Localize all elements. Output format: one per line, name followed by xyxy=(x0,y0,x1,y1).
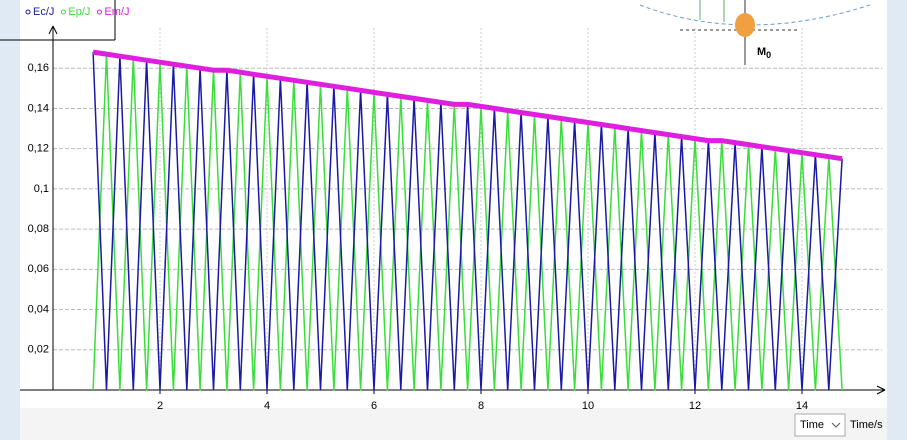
y-tick-label: 0,02 xyxy=(28,344,49,356)
x-tick-label: 10 xyxy=(582,400,594,412)
legend-marker xyxy=(25,9,31,15)
series-line xyxy=(92,53,843,391)
inset-panel xyxy=(620,0,887,70)
series-line xyxy=(92,49,843,162)
dropdown-text[interactable]: Time xyxy=(800,419,824,431)
y-tick-label: 0,1 xyxy=(34,183,49,195)
y-tick-label: 0,12 xyxy=(28,143,49,155)
y-tick-label: 0,06 xyxy=(28,263,49,275)
legend-label: Ec/J xyxy=(33,6,54,18)
x-tick-label: 6 xyxy=(371,400,377,412)
y-tick-label: 0,08 xyxy=(28,223,49,235)
inset: M0 xyxy=(620,0,887,70)
legend: Ec/J Ep/J Em/J xyxy=(25,6,129,18)
mass-subscript: 0 xyxy=(766,50,771,60)
mass xyxy=(735,13,755,37)
legend-marker xyxy=(96,9,102,15)
toolbar xyxy=(20,408,887,440)
x-tick-label: 8 xyxy=(478,400,484,412)
y-tick-label: 0,16 xyxy=(28,62,49,74)
x-axis-label: Time/s xyxy=(850,419,883,431)
y-axis-arrow xyxy=(48,25,58,35)
legend-label: Ep/J xyxy=(68,6,90,18)
x-tick-label: 12 xyxy=(689,400,701,412)
dropdown-arrow xyxy=(831,422,841,428)
mass-letter: M xyxy=(757,46,766,58)
mass-label: M0 xyxy=(757,46,771,60)
y-tick-label: 0,04 xyxy=(28,303,49,315)
x-axis-arrow xyxy=(876,385,886,395)
legend-label: Em/J xyxy=(104,6,129,18)
x-tick-label: 4 xyxy=(264,400,270,412)
legend-marker xyxy=(60,9,66,15)
x-tick-label: 14 xyxy=(796,400,808,412)
dropdown[interactable] xyxy=(794,413,846,437)
y-tick-label: 0,14 xyxy=(28,102,49,114)
x-tick-label: 2 xyxy=(157,400,163,412)
